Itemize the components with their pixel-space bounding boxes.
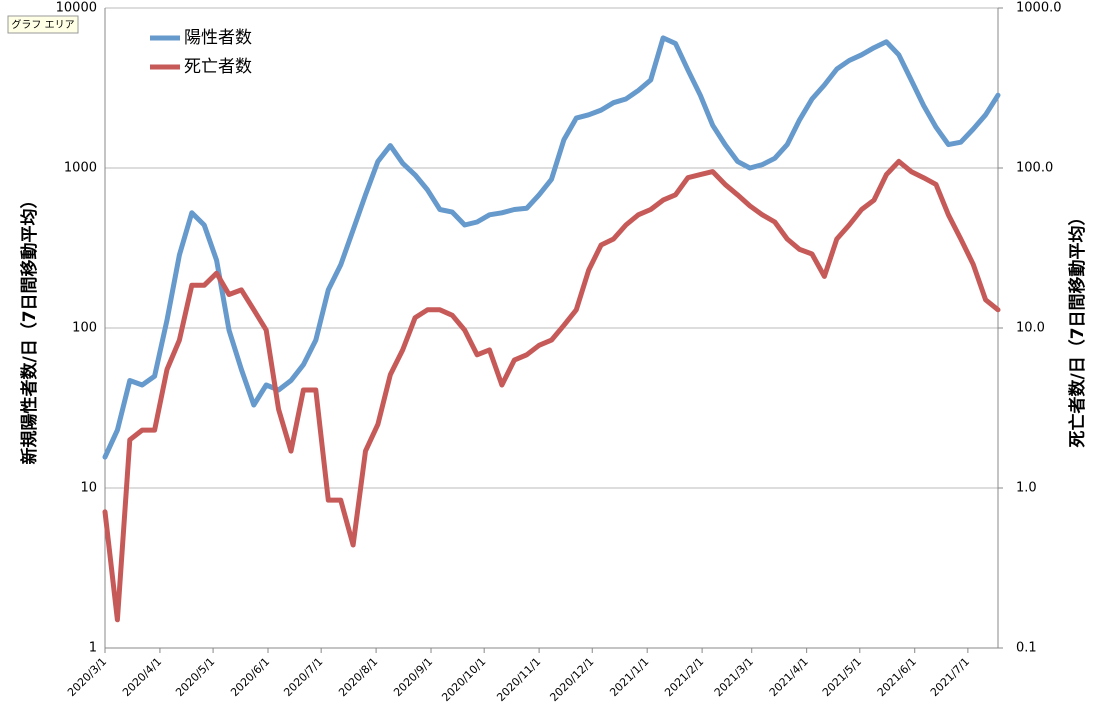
x-tick-label: 2021/4/1 — [767, 655, 811, 699]
tooltip-box — [7, 15, 79, 34]
y-tick-label: 10 — [80, 481, 97, 496]
legend-label: 陽性者数 — [184, 28, 252, 48]
x-tick-label: 2021/6/1 — [875, 655, 919, 699]
line-series — [102, 158, 1001, 623]
x-tick-label: 2020/11/1 — [494, 655, 543, 704]
y-tick-label: 1000 — [64, 161, 97, 176]
y-tick-label: 1 — [89, 641, 97, 656]
x-tick-label: 2020/7/1 — [281, 655, 325, 699]
y2-tick-label: 1000.0 — [1016, 1, 1062, 16]
y2-tick-label: 0.1 — [1016, 641, 1037, 656]
legend-label: 死亡者数 — [184, 57, 252, 77]
y2-tick-label: 100.0 — [1016, 161, 1053, 176]
x-tick-label: 2020/6/1 — [228, 655, 272, 699]
x-tick-label: 2021/1/1 — [607, 655, 651, 699]
tooltip: グラフ エリア — [11, 18, 74, 31]
x-tick-label: 2021/7/1 — [928, 655, 972, 699]
x-tick-label: 2020/5/1 — [173, 655, 217, 699]
x-tick-label: 2021/2/1 — [662, 655, 706, 699]
line-series — [102, 35, 1001, 460]
x-tick-label: 2021/5/1 — [820, 655, 864, 699]
x-tick-label: 2020/10/1 — [439, 655, 488, 704]
x-tick-label: 2020/4/1 — [120, 655, 164, 699]
y-tick-label: 10000 — [56, 1, 97, 16]
x-tick-label: 2020/12/1 — [547, 655, 596, 704]
y2-axis-label: 死亡者数/日（7日間移動平均） — [1067, 208, 1088, 447]
y-axis-label: 新規陽性者数/日（7日間移動平均） — [19, 191, 40, 464]
y2-tick-label: 1.0 — [1016, 481, 1037, 496]
x-tick-label: 2020/8/1 — [336, 655, 380, 699]
x-tick-label: 2021/3/1 — [712, 655, 756, 699]
y2-tick-label: 10.0 — [1016, 321, 1045, 336]
x-tick-label: 2020/3/1 — [65, 655, 109, 699]
x-tick-label: 2020/9/1 — [391, 655, 435, 699]
y-tick-label: 100 — [72, 321, 97, 336]
